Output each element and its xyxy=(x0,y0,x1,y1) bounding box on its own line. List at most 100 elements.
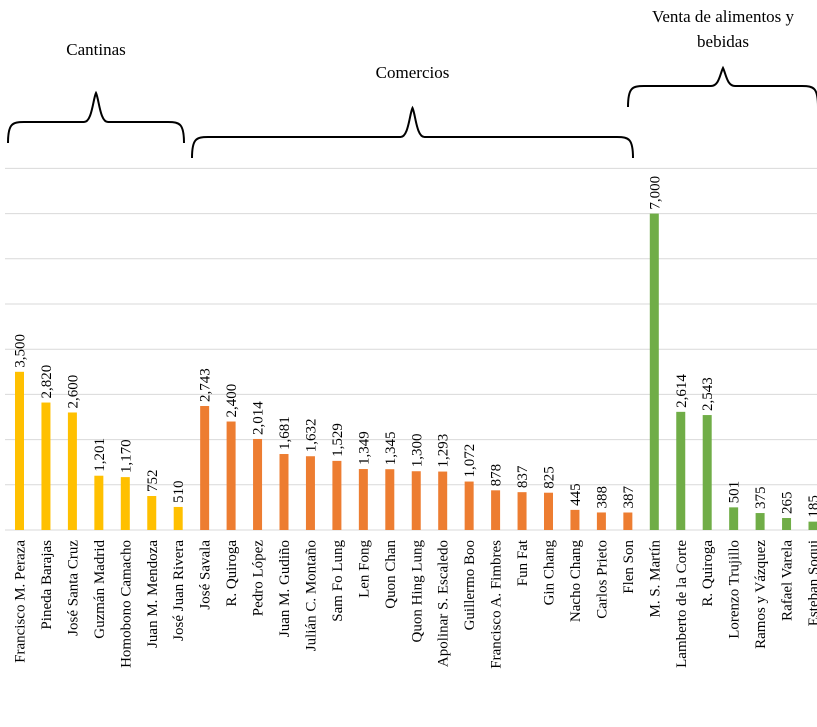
value-label: 388 xyxy=(594,486,610,509)
category-label: José Santa Cruz xyxy=(65,540,81,636)
bar-alimentos xyxy=(649,213,659,530)
category-label: José Juan Rivera xyxy=(171,540,187,641)
value-label: 445 xyxy=(568,483,584,506)
value-label: 1,293 xyxy=(436,434,452,468)
category-labels: Francisco M. Peraza Pineda Barajas José Sa… xyxy=(13,539,817,669)
category-label: R. Quiroga xyxy=(224,540,240,607)
bar-comercios xyxy=(305,456,315,530)
category-label: Quon Chan xyxy=(383,540,399,609)
category-label: Pedro López xyxy=(251,540,267,617)
category-label: Juan M. Mendoza xyxy=(145,540,161,648)
bar-comercios xyxy=(464,481,474,530)
bar-alimentos xyxy=(702,415,712,530)
bar-alimentos xyxy=(729,507,739,530)
gridlines xyxy=(5,167,817,531)
bar-cantinas xyxy=(67,412,77,530)
category-label: Guillermo Boo xyxy=(462,540,478,630)
value-label: 752 xyxy=(145,470,161,493)
bar-comercios xyxy=(332,460,342,530)
category-label: Juan M. Gudiño xyxy=(277,540,293,637)
bar-comercios xyxy=(570,509,580,530)
bar-alimentos xyxy=(808,521,817,530)
bar-comercios xyxy=(517,492,527,530)
category-label: Nacho Chang xyxy=(568,540,584,623)
brace-alimentos xyxy=(627,65,817,108)
group-label-cantinas: Cantinas xyxy=(66,40,126,59)
value-labels: 3,500 2,820 2,600 1,201 1,170 752 510 2,743 2,40… xyxy=(13,176,817,518)
bar-cantinas xyxy=(120,477,130,530)
bar-cantinas xyxy=(94,475,104,530)
value-label: 1,632 xyxy=(303,418,319,452)
category-label: M. S. Martín xyxy=(647,540,663,618)
value-label: 1,349 xyxy=(356,431,372,465)
bar-cantinas xyxy=(15,371,24,530)
bar-comercios xyxy=(279,454,289,530)
category-label: Fun Fat xyxy=(515,539,531,586)
group-label-comercios: Comercios xyxy=(376,63,450,82)
category-label: Apolinar S. Escaledo xyxy=(436,540,452,667)
value-label: 501 xyxy=(727,481,743,504)
bar-alimentos xyxy=(755,513,765,530)
bar-cantinas xyxy=(173,506,183,530)
category-label: Quon Hing Lung xyxy=(409,540,425,643)
group-label-alimentos: bebidas xyxy=(697,32,749,51)
bar-comercios xyxy=(253,438,263,530)
category-label: Pineda Barajas xyxy=(39,540,55,630)
category-label: Lorenzo Trujillo xyxy=(727,540,743,639)
value-label: 185 xyxy=(806,495,817,518)
bar-comercios xyxy=(200,406,210,530)
value-label: 2,820 xyxy=(39,365,55,399)
category-label: Lamberto de la Corte xyxy=(674,540,690,668)
value-label: 825 xyxy=(542,466,558,489)
category-label: José Savala xyxy=(198,540,214,610)
value-label: 1,529 xyxy=(330,423,346,457)
bar-comercios xyxy=(623,512,633,530)
value-label: 387 xyxy=(621,486,637,509)
value-label: 2,743 xyxy=(198,368,214,402)
category-label: Flen Son xyxy=(621,540,637,594)
category-label: Guzmán Madrid xyxy=(92,540,108,639)
bar-alimentos xyxy=(676,411,686,530)
value-label: 510 xyxy=(171,480,187,503)
value-label: 7,000 xyxy=(647,176,663,210)
bar-comercios xyxy=(596,512,606,530)
value-label: 1,345 xyxy=(383,431,399,465)
bar-comercios xyxy=(226,421,236,530)
category-label: Ramos y Vázquez xyxy=(753,540,769,649)
value-label: 1,072 xyxy=(462,444,478,478)
group-braces: Cantinas Comercios Venta de alimentos y beb… xyxy=(7,7,817,159)
category-label: Carlos Prieto xyxy=(594,540,610,619)
category-label: Len Fong xyxy=(356,540,372,598)
category-label: Francisco A. Fimbres xyxy=(489,540,505,669)
brace-cantinas xyxy=(7,90,185,144)
category-label: Rafael Varela xyxy=(780,540,796,621)
value-label: 837 xyxy=(515,465,531,488)
category-label: Sam Fo Lung xyxy=(330,540,346,622)
category-label: Francisco M. Peraza xyxy=(13,540,29,663)
value-label: 3,500 xyxy=(13,334,29,368)
value-label: 1,201 xyxy=(92,438,108,472)
bar-comercios xyxy=(358,469,368,530)
value-label: 878 xyxy=(489,464,505,487)
value-label: 2,014 xyxy=(251,401,267,435)
value-label: 2,543 xyxy=(700,377,716,411)
category-label: Julián C. Montaño xyxy=(303,540,319,651)
bar-alimentos xyxy=(782,518,792,530)
bars xyxy=(15,213,817,530)
value-label: 1,170 xyxy=(118,439,134,473)
value-label: 1,300 xyxy=(409,433,425,467)
bar-comercios xyxy=(544,492,553,530)
bar-comercios xyxy=(491,490,501,530)
bar-cantinas xyxy=(147,496,157,530)
value-label: 2,400 xyxy=(224,384,240,418)
category-label: Esteban Soqui xyxy=(806,540,817,626)
value-label: 1,681 xyxy=(277,416,293,450)
category-label: Gin Chang xyxy=(542,540,558,606)
brace-comercios xyxy=(191,105,634,159)
value-label: 375 xyxy=(753,487,769,510)
bar-comercios xyxy=(438,471,448,530)
bar-comercios xyxy=(411,471,421,530)
value-label: 2,614 xyxy=(674,374,690,408)
bar-cantinas xyxy=(41,402,51,530)
